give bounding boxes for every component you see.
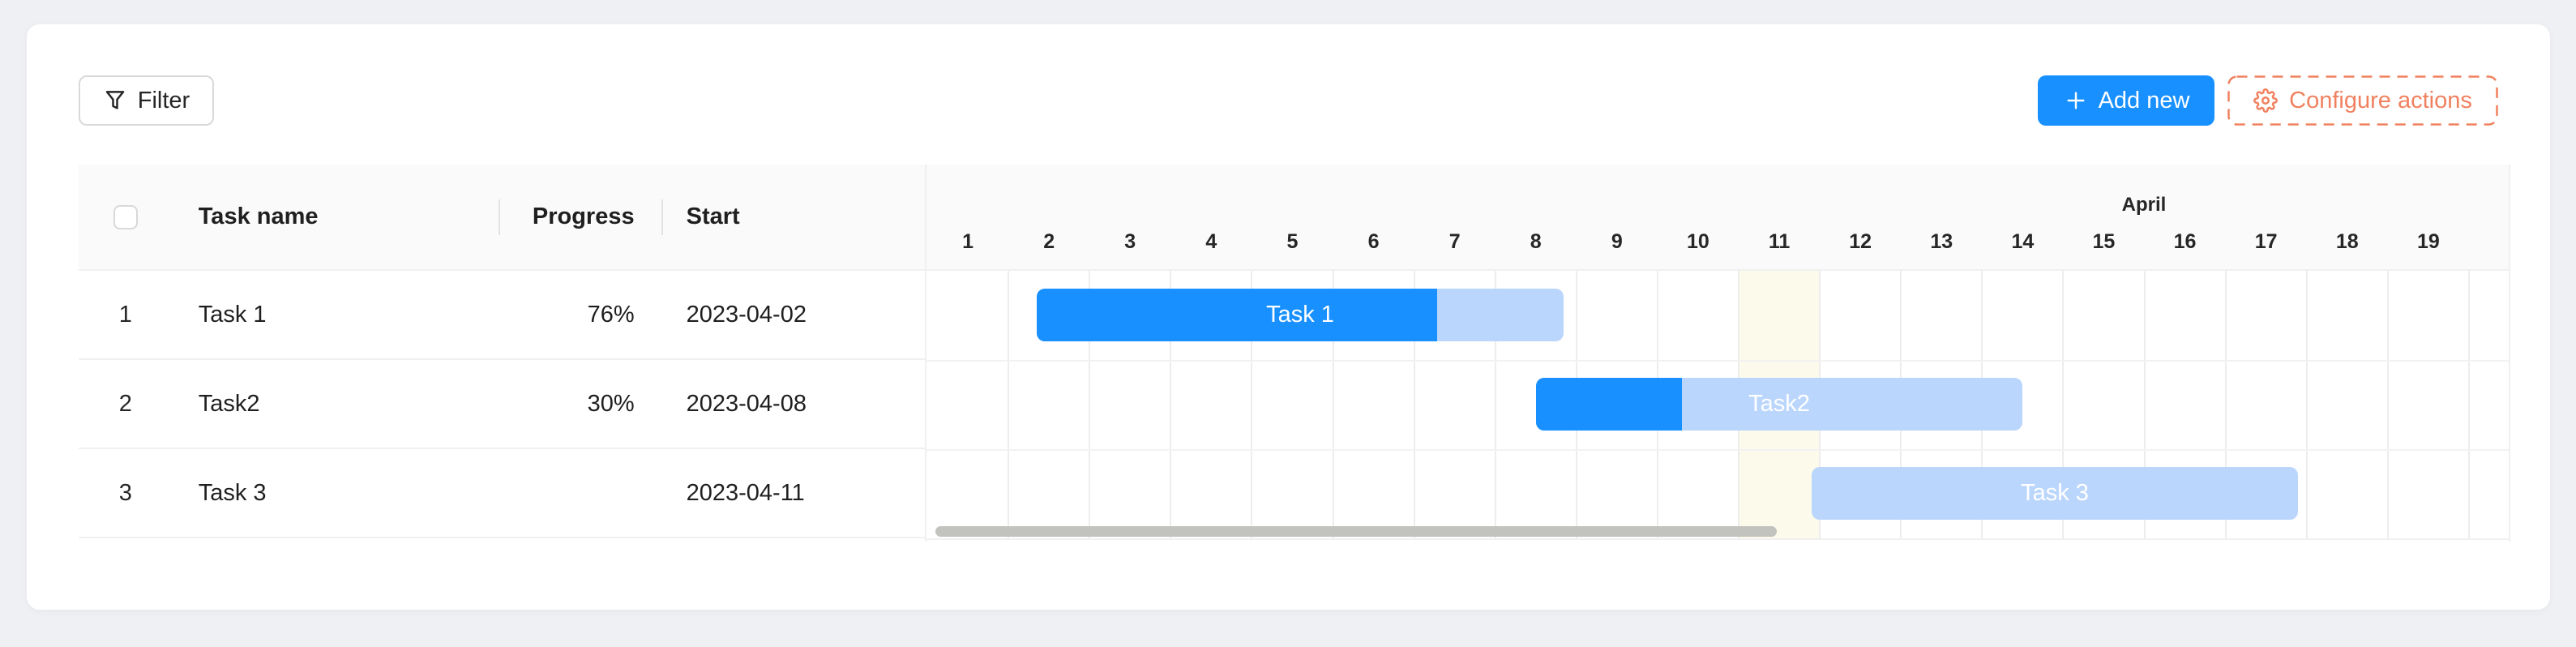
gantt-body: Task 1 Task2 Task 3 [926,271,2509,540]
gantt-row-separator [926,449,2509,451]
cell-start: 2023-04-11 [686,479,805,506]
gantt-day-label: 19 [2416,230,2440,253]
gantt-day-label: 12 [1849,230,1872,253]
cell-progress: 30% [587,390,635,417]
gantt-gridline [1494,271,1496,538]
gantt-day-label: 1 [962,230,973,253]
gantt-bar-task-2[interactable]: Task2 [1536,378,2022,431]
gantt-bar-task-3[interactable]: Task 3 [1812,467,2298,520]
gantt-day-label: 2 [1043,230,1055,253]
select-all-checkbox[interactable] [113,204,138,229]
gantt-gridline [2062,271,2065,538]
cell-task-name: Task2 [198,390,260,417]
gantt-day-label: 16 [2173,230,2197,253]
gantt-gridline [2143,271,2146,538]
gantt-gridline [2305,271,2308,538]
gantt-gridline [1251,271,1253,538]
gantt-bar-task-1[interactable]: Task 1 [1037,289,1564,341]
gantt-bar-progress-fill [1037,289,1437,341]
gear-icon [2253,88,2279,113]
gantt-day-label: 7 [1448,230,1461,253]
gantt-day-label: 3 [1124,230,1136,253]
gantt-day-label: 13 [1930,230,1953,253]
gantt-bar-label: Task2 [1748,391,1810,417]
column-separator [499,199,500,235]
gantt-gridline [1089,271,1091,538]
gantt-gridline [1170,271,1172,538]
cell-task-name: Task 3 [198,479,267,506]
configure-actions-button[interactable]: Configure actions [2227,75,2498,126]
gantt-day-label: 11 [1768,230,1791,253]
horizontal-scrollbar-thumb[interactable] [935,526,1777,537]
gantt-day-label: 14 [2011,230,2035,253]
column-separator [661,199,663,235]
filter-button[interactable]: Filter [79,75,214,126]
row-index: 3 [118,479,132,506]
gantt-bar-progress-fill [1536,378,1682,431]
filter-button-label: Filter [137,87,190,114]
column-header-start: Start [686,204,740,229]
add-new-button-label: Add new [2098,87,2190,114]
add-new-button[interactable]: Add new [2038,75,2214,126]
gantt-day-label: 10 [1687,230,1709,253]
toolbar: Filter Add new Configure actions [79,75,2498,126]
gantt-day-label: 17 [2254,230,2278,253]
cell-task-name: Task 1 [198,301,267,328]
gantt-gridline [1413,271,1415,538]
column-header-task-name: Task name [198,204,319,229]
cell-start: 2023-04-02 [686,301,807,328]
grid-header-row: Task name Progress Start [79,165,925,271]
gantt-day-label: 8 [1530,230,1542,253]
gantt-pane: April 1 2 3 4 5 6 7 8 9 10 11 12 13 14 15 16 17 18 19 Task… [926,165,2510,542]
table-row[interactable]: 1 Task 1 76% 2023-04-02 [79,271,925,360]
toolbar-right: Add new Configure actions [2038,75,2498,126]
gantt-row-separator [926,360,2509,362]
gantt-day-label: 9 [1611,230,1623,253]
table-row[interactable]: 3 Task 3 2023-04-11 [79,449,925,538]
main-card: Filter Add new Configure actions Task na… [27,24,2550,610]
gantt-month-label: April [2121,194,2167,216]
cell-start: 2023-04-08 [686,390,807,417]
column-header-progress: Progress [532,204,635,229]
gantt-day-label: 18 [2335,230,2359,253]
configure-actions-label: Configure actions [2289,87,2472,114]
row-index: 2 [118,390,132,417]
gantt-gridline [2467,271,2470,538]
gantt-bar-label: Task 3 [2021,480,2089,506]
gantt-gridline [1332,271,1334,538]
gantt-day-label: 4 [1205,230,1217,253]
gantt-day-label: 6 [1367,230,1380,253]
gantt-table: Task name Progress Start 1 Task 1 76% 20… [79,165,2510,542]
cell-progress: 76% [587,301,635,328]
task-grid-pane: Task name Progress Start 1 Task 1 76% 20… [79,165,926,542]
row-index: 1 [118,301,132,328]
gantt-day-label: 15 [2092,230,2116,253]
gantt-bar-label: Task 1 [1266,302,1334,328]
gantt-gridline [1008,271,1010,538]
header-checkbox-cell [79,204,173,229]
plus-icon [2067,92,2085,109]
gantt-gridline [2386,271,2389,538]
gantt-header: April 1 2 3 4 5 6 7 8 9 10 11 12 13 14 15 16 17 18 19 [926,165,2509,271]
table-row[interactable]: 2 Task2 30% 2023-04-08 [79,360,925,449]
filter-funnel-icon [105,91,125,109]
gantt-day-label: 5 [1286,230,1299,253]
gantt-gridline [2224,271,2227,538]
